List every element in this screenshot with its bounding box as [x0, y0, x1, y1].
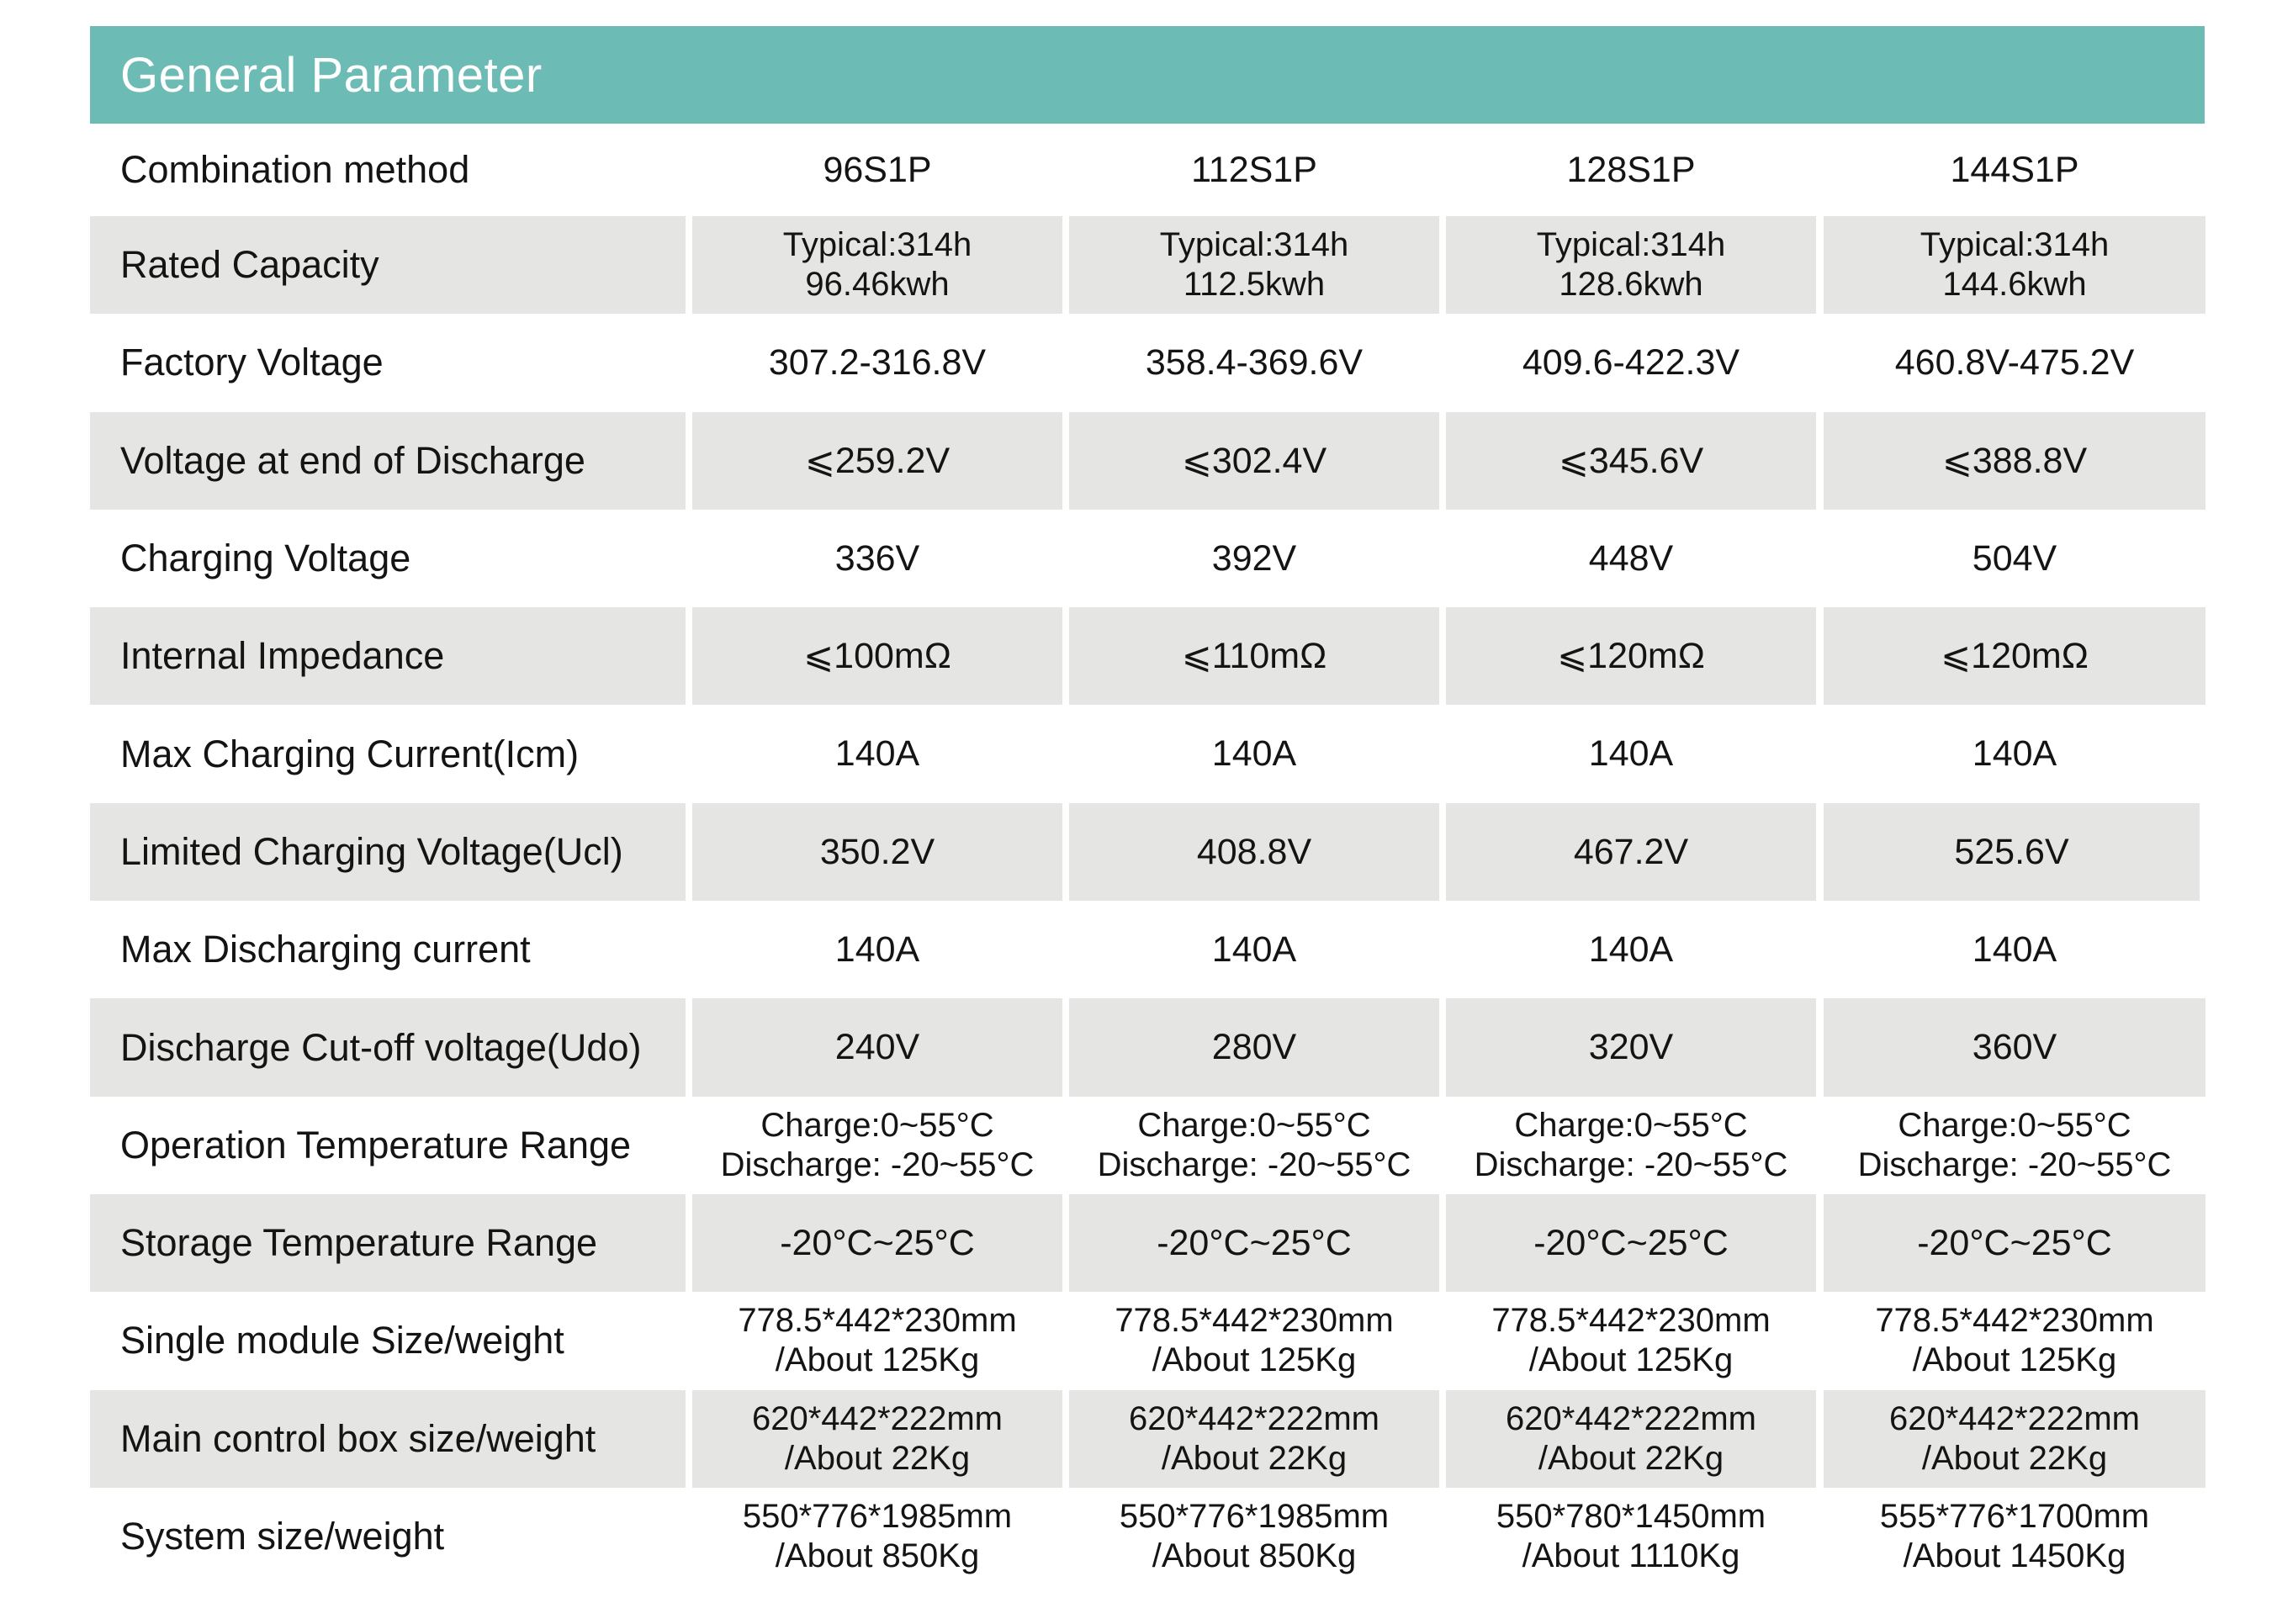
cell-112s1p: -20°C~25°C [1069, 1193, 1439, 1293]
cell-144s1p: 360V [1824, 998, 2206, 1097]
table-row-max-charging-current: Max Charging Current(Icm) 140A 140A 140A… [90, 705, 2206, 802]
cell-144s1p: 504V [1972, 537, 2057, 579]
cell-96s1p: 350.2V [692, 802, 1062, 902]
table-row-combination-method: Combination method 96S1P 112S1P 128S1P 1… [90, 124, 2206, 216]
row-label: Single module Size/weight [120, 1319, 564, 1362]
table-row-factory-voltage: Factory Voltage 307.2-316.8V 358.4-369.6… [90, 314, 2206, 411]
cell-128s1p: 550*780*1450mm /About 1110Kg [1496, 1497, 1766, 1574]
cell-96s1p: 307.2-316.8V [768, 342, 987, 384]
cell-96s1p: 96S1P [823, 149, 932, 190]
cell-112s1p: 620*442*222mm /About 22Kg [1069, 1389, 1439, 1488]
row-label: Discharge Cut-off voltage(Udo) [90, 998, 686, 1097]
cell-128s1p: Charge:0~55°C Discharge: -20~55°C [1474, 1106, 1788, 1183]
cell-128s1p: 448V [1588, 537, 1674, 579]
cell-112s1p: ⩽110mΩ [1069, 607, 1439, 706]
cell-112s1p: 112S1P [1191, 149, 1317, 190]
cell-128s1p: 620*442*222mm /About 22Kg [1446, 1389, 1816, 1488]
row-label: System size/weight [120, 1515, 445, 1558]
row-label: Max Discharging current [120, 928, 531, 971]
cell-128s1p: Typical:314h 128.6kwh [1446, 216, 1816, 315]
section-header: General Parameter [90, 26, 2205, 124]
cell-96s1p: Typical:314h 96.46kwh [692, 216, 1062, 315]
row-label: Storage Temperature Range [90, 1193, 686, 1293]
table-row-system-size: System size/weight 550*776*1985mm /About… [90, 1488, 2206, 1585]
cell-112s1p: Charge:0~55°C Discharge: -20~55°C [1097, 1106, 1411, 1183]
cell-128s1p: ⩽120mΩ [1446, 607, 1816, 706]
cell-128s1p: 467.2V [1446, 802, 1816, 902]
cell-128s1p: 140A [1588, 929, 1674, 970]
cell-128s1p: 140A [1588, 733, 1674, 775]
row-label: Main control box size/weight [90, 1389, 686, 1488]
row-label: Operation Temperature Range [120, 1123, 632, 1166]
cell-112s1p: 550*776*1985mm /About 850Kg [1119, 1497, 1390, 1574]
cell-112s1p: ⩽302.4V [1069, 411, 1439, 510]
cell-112s1p: 280V [1069, 998, 1439, 1097]
cell-96s1p: 336V [834, 537, 920, 579]
cell-128s1p: ⩽345.6V [1446, 411, 1816, 510]
cell-96s1p: 620*442*222mm /About 22Kg [692, 1389, 1062, 1488]
cell-112s1p: 392V [1211, 537, 1297, 579]
cell-96s1p: 778.5*442*230mm /About 125Kg [738, 1302, 1017, 1379]
cell-144s1p: Typical:314h 144.6kwh [1824, 216, 2206, 315]
table-row-operation-temperature: Operation Temperature Range Charge:0~55°… [90, 1097, 2206, 1194]
cell-144s1p: 620*442*222mm /About 22Kg [1824, 1389, 2206, 1488]
cell-112s1p: 408.8V [1069, 802, 1439, 902]
cell-96s1p: 240V [692, 998, 1062, 1097]
cell-96s1p: Charge:0~55°C Discharge: -20~55°C [720, 1106, 1035, 1183]
cell-144s1p: ⩽120mΩ [1824, 607, 2206, 706]
cell-128s1p: 778.5*442*230mm /About 125Kg [1491, 1302, 1771, 1379]
cell-144s1p: ⩽388.8V [1824, 411, 2206, 510]
table-row-limited-charging-voltage: Limited Charging Voltage(Ucl) 350.2V 408… [90, 802, 2206, 902]
row-label: Combination method [120, 148, 470, 191]
cell-144s1p: 460.8V-475.2V [1894, 342, 2135, 384]
cell-112s1p: 140A [1211, 929, 1297, 970]
cell-144s1p: 778.5*442*230mm /About 125Kg [1875, 1302, 2154, 1379]
cell-112s1p: 358.4-369.6V [1145, 342, 1364, 384]
row-label: Internal Impedance [90, 607, 686, 706]
cell-112s1p: 140A [1211, 733, 1297, 775]
section-title: General Parameter [120, 47, 543, 103]
table-row-charging-voltage: Charging Voltage 336V 392V 448V 504V [90, 510, 2206, 607]
cell-96s1p: 550*776*1985mm /About 850Kg [742, 1497, 1013, 1574]
cell-112s1p: 778.5*442*230mm /About 125Kg [1115, 1302, 1394, 1379]
cell-144s1p: 144S1P [1950, 149, 2079, 190]
row-label: Charging Voltage [120, 537, 411, 580]
table-row-internal-impedance: Internal Impedance ⩽100mΩ ⩽110mΩ ⩽120mΩ … [90, 607, 2206, 706]
row-label: Voltage at end of Discharge [90, 411, 686, 510]
table-row-voltage-end-of-discharge: Voltage at end of Discharge ⩽259.2V ⩽302… [90, 411, 2206, 510]
row-label: Factory Voltage [120, 341, 384, 384]
cell-144s1p: -20°C~25°C [1824, 1193, 2206, 1293]
table-row-rated-capacity: Rated Capacity Typical:314h 96.46kwh Typ… [90, 216, 2206, 315]
cell-144s1p: 525.6V [1824, 802, 2200, 902]
row-label: Max Charging Current(Icm) [120, 732, 580, 775]
cell-128s1p: -20°C~25°C [1446, 1193, 1816, 1293]
cell-128s1p: 128S1P [1566, 149, 1696, 190]
cell-128s1p: 320V [1446, 998, 1816, 1097]
cell-96s1p: ⩽100mΩ [692, 607, 1062, 706]
cell-96s1p: ⩽259.2V [692, 411, 1062, 510]
table-row-discharge-cutoff-voltage: Discharge Cut-off voltage(Udo) 240V 280V… [90, 998, 2206, 1097]
table-row-main-control-box-size: Main control box size/weight 620*442*222… [90, 1389, 2206, 1488]
cell-144s1p: 555*776*1700mm /About 1450Kg [1879, 1497, 2150, 1574]
cell-112s1p: Typical:314h 112.5kwh [1069, 216, 1439, 315]
cell-96s1p: -20°C~25°C [692, 1193, 1062, 1293]
cell-96s1p: 140A [834, 929, 920, 970]
cell-96s1p: 140A [834, 733, 920, 775]
table-row-single-module-size: Single module Size/weight 778.5*442*230m… [90, 1292, 2206, 1389]
cell-144s1p: 140A [1972, 733, 2057, 775]
row-label: Limited Charging Voltage(Ucl) [90, 802, 686, 902]
parameter-table: Combination method 96S1P 112S1P 128S1P 1… [90, 124, 2206, 1585]
row-label: Rated Capacity [90, 216, 686, 315]
cell-144s1p: 140A [1972, 929, 2057, 970]
table-row-max-discharging-current: Max Discharging current 140A 140A 140A 1… [90, 901, 2206, 998]
cell-128s1p: 409.6-422.3V [1522, 342, 1740, 384]
table-row-storage-temperature: Storage Temperature Range -20°C~25°C -20… [90, 1193, 2206, 1293]
cell-144s1p: Charge:0~55°C Discharge: -20~55°C [1857, 1106, 2172, 1183]
